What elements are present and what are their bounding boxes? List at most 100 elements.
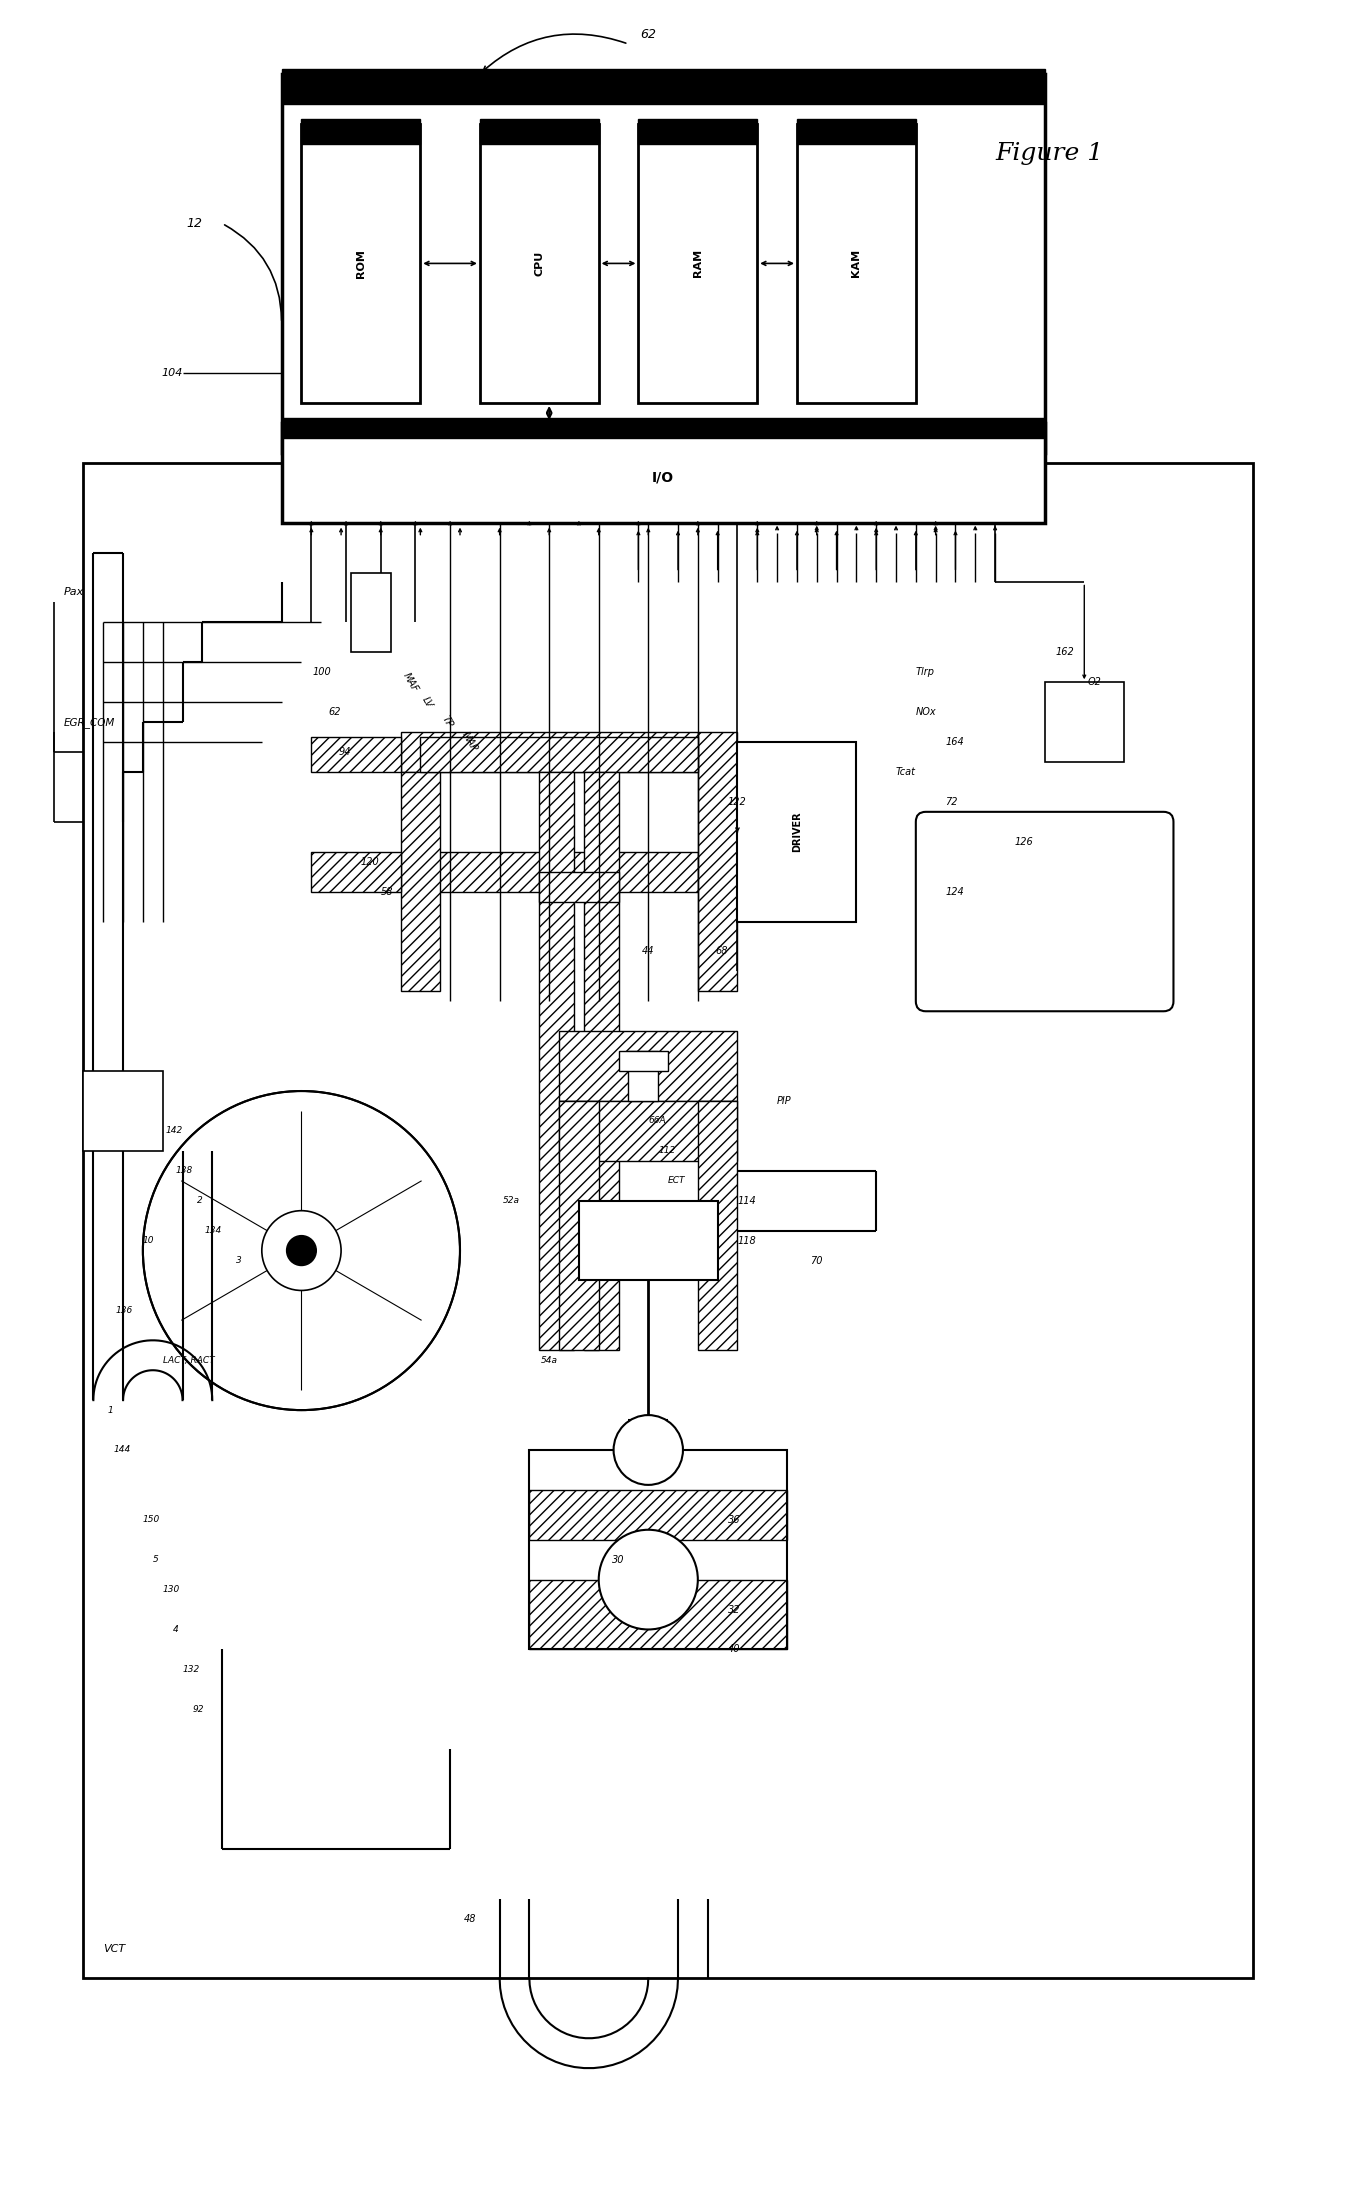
- Text: ROM: ROM: [355, 249, 366, 277]
- Text: 150: 150: [142, 1515, 160, 1524]
- Text: 10: 10: [142, 1235, 155, 1244]
- Bar: [797, 119, 915, 143]
- Text: 58: 58: [381, 887, 393, 896]
- Bar: [698, 1101, 738, 1350]
- Bar: [480, 119, 599, 143]
- Text: ECT: ECT: [669, 1176, 686, 1185]
- Bar: [618, 1050, 669, 1070]
- Bar: [559, 1101, 738, 1160]
- Circle shape: [599, 1530, 698, 1629]
- Text: 144: 144: [113, 1445, 130, 1456]
- Bar: [301, 119, 420, 143]
- Bar: [639, 119, 757, 143]
- Bar: [540, 872, 618, 901]
- Bar: [400, 731, 698, 773]
- Text: 142: 142: [165, 1127, 183, 1136]
- Text: 70: 70: [811, 1255, 823, 1266]
- Text: Figure 1: Figure 1: [995, 143, 1104, 165]
- Bar: [480, 123, 599, 403]
- Text: 92: 92: [193, 1704, 203, 1713]
- Bar: [698, 731, 738, 991]
- Text: 36: 36: [728, 1515, 740, 1524]
- Text: 54a: 54a: [541, 1356, 557, 1365]
- Bar: [529, 1491, 786, 1539]
- Text: 68: 68: [715, 947, 728, 956]
- Bar: [312, 738, 400, 773]
- Text: VCT: VCT: [103, 1944, 125, 1953]
- Text: 94: 94: [339, 746, 351, 757]
- Circle shape: [286, 1235, 316, 1266]
- Text: 3: 3: [236, 1255, 241, 1264]
- Text: 126: 126: [1014, 837, 1033, 848]
- Bar: [400, 852, 698, 892]
- Bar: [529, 1449, 786, 1649]
- Bar: [312, 852, 400, 892]
- Text: 32: 32: [728, 1605, 740, 1614]
- Text: 66A: 66A: [648, 1116, 666, 1125]
- Text: 132: 132: [183, 1665, 199, 1674]
- Text: 44: 44: [641, 947, 655, 956]
- Text: LV: LV: [420, 696, 435, 709]
- Text: 48: 48: [464, 1914, 476, 1925]
- Bar: [282, 75, 1044, 454]
- Circle shape: [613, 1416, 683, 1484]
- Bar: [584, 773, 618, 1350]
- Bar: [400, 773, 441, 991]
- Text: 112: 112: [658, 1147, 675, 1156]
- Bar: [797, 123, 915, 403]
- Bar: [84, 462, 1253, 1977]
- Text: 124: 124: [945, 887, 964, 896]
- Text: 1: 1: [107, 1405, 113, 1414]
- Text: RAM: RAM: [693, 249, 702, 277]
- Text: PIP: PIP: [777, 1097, 792, 1105]
- Text: 162: 162: [1055, 647, 1074, 656]
- Text: CPU: CPU: [534, 251, 544, 275]
- Bar: [1044, 683, 1124, 762]
- Text: Tcat: Tcat: [896, 766, 917, 777]
- Bar: [639, 123, 757, 403]
- Text: 104: 104: [161, 368, 183, 379]
- Text: TP: TP: [441, 713, 454, 729]
- Text: 100: 100: [312, 667, 331, 678]
- Text: Tlrp: Tlrp: [915, 667, 934, 678]
- Text: 122: 122: [728, 797, 746, 806]
- Text: KAM: KAM: [852, 249, 861, 277]
- Bar: [628, 1050, 658, 1101]
- Text: 164: 164: [945, 738, 964, 746]
- Text: 52a: 52a: [503, 1196, 519, 1204]
- Circle shape: [262, 1211, 342, 1290]
- Text: 136: 136: [115, 1306, 133, 1315]
- Bar: [579, 1200, 717, 1282]
- Text: 138: 138: [175, 1167, 193, 1176]
- Text: 30: 30: [613, 1555, 625, 1566]
- Text: DRIVER: DRIVER: [792, 813, 801, 852]
- Bar: [420, 738, 698, 773]
- Text: 130: 130: [163, 1585, 180, 1594]
- Bar: [84, 1070, 163, 1152]
- Text: 118: 118: [738, 1235, 757, 1246]
- Bar: [559, 1031, 738, 1101]
- Bar: [738, 742, 857, 920]
- Circle shape: [142, 1090, 460, 1409]
- Text: 40: 40: [728, 1645, 740, 1654]
- Text: 72: 72: [945, 797, 959, 806]
- Text: O2: O2: [1088, 678, 1101, 687]
- Bar: [282, 68, 1044, 103]
- Text: 110: 110: [849, 423, 864, 432]
- Bar: [351, 573, 391, 652]
- Text: 4: 4: [172, 1625, 179, 1634]
- Bar: [559, 1101, 599, 1350]
- Text: 114: 114: [738, 1196, 757, 1207]
- Text: MAF: MAF: [400, 672, 419, 694]
- Text: MAP: MAP: [460, 731, 479, 753]
- Text: 12: 12: [186, 218, 202, 229]
- Text: 108: 108: [690, 423, 706, 432]
- Bar: [301, 123, 420, 403]
- Text: Pax: Pax: [64, 588, 84, 597]
- Text: 120: 120: [361, 857, 380, 868]
- Text: 62: 62: [328, 707, 342, 718]
- Bar: [282, 423, 1044, 522]
- Text: 2: 2: [197, 1196, 202, 1204]
- Text: 134: 134: [205, 1227, 222, 1235]
- Text: NOx: NOx: [915, 707, 937, 718]
